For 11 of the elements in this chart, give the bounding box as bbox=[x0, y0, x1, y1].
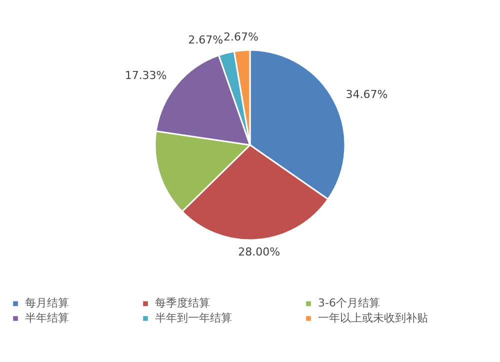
data-label: 28.00% bbox=[238, 246, 280, 259]
legend-label: 每季度结算 bbox=[155, 296, 210, 310]
legend-label: 一年以上或未收到补贴 bbox=[318, 312, 428, 324]
legend-label: 每月结算 bbox=[25, 296, 69, 310]
data-label: 2.67% bbox=[223, 30, 258, 44]
legend-label: 3-6个月结算 bbox=[318, 296, 380, 310]
legend-label: 半年到一年结算 bbox=[155, 312, 232, 324]
legend-label: 半年结算 bbox=[25, 312, 69, 324]
data-label: 17.33% bbox=[124, 69, 167, 82]
data-label: 2.67% bbox=[188, 33, 224, 46]
data-label: 34.67% bbox=[346, 88, 388, 101]
